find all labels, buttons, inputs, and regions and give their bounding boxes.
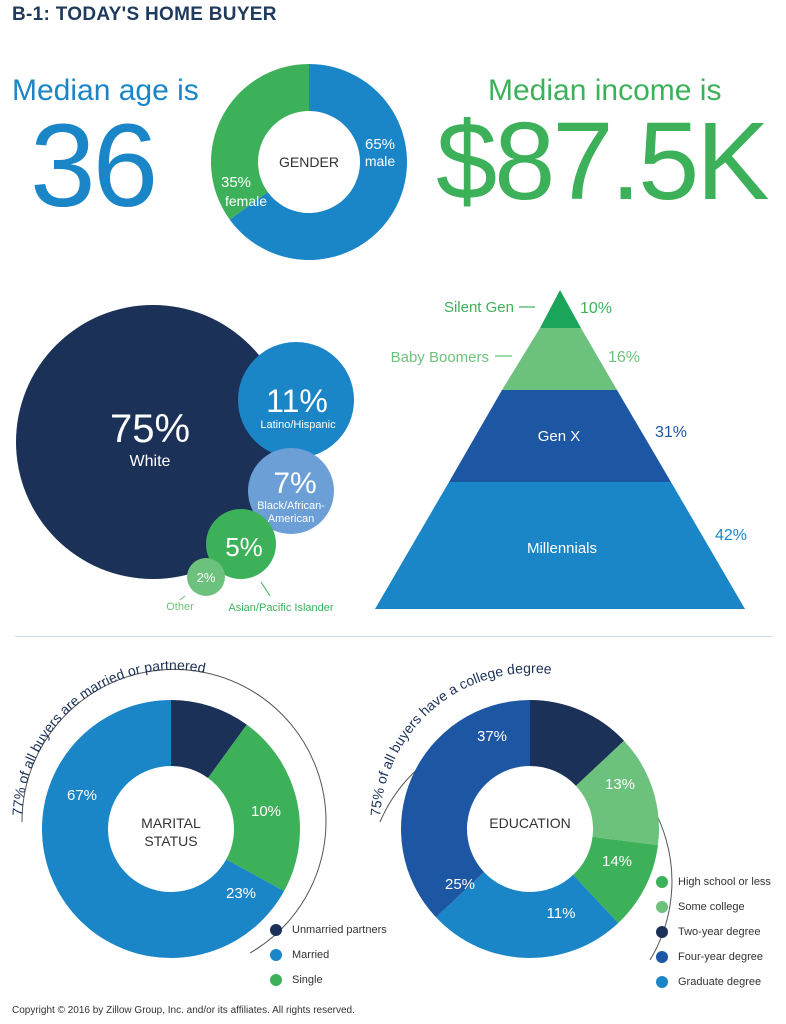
gender-male-pct: 65% (365, 136, 395, 153)
legend-dot (270, 974, 282, 986)
pyramid-baby-boomers (502, 328, 617, 390)
gender-female-pct: 35% (221, 174, 251, 191)
median-age-label: Median age is (12, 74, 199, 107)
other-leader-line (179, 595, 186, 601)
marital-unmarried-pct: 10% (251, 803, 281, 820)
copyright-text: Copyright © 2016 by Zillow Group, Inc. a… (12, 1005, 355, 1016)
gender-center-label: GENDER (279, 154, 339, 170)
median-income-label: Median income is (488, 74, 722, 107)
education-legend-high-school: High school or less (656, 876, 771, 888)
gender-slice-0 (229, 64, 407, 260)
section-divider (15, 636, 773, 637)
legend-label: High school or less (678, 876, 771, 888)
marital-donut-chart (41, 700, 301, 959)
legend-dot (656, 876, 668, 888)
education-legend-some-college: Some college (656, 901, 745, 913)
pyramid-gen-x-label: Gen X (538, 428, 581, 445)
gender-male-label: male (365, 153, 396, 169)
education-two-year-pct: 13% (605, 776, 635, 793)
bubble-white (16, 305, 290, 579)
legend-dot (656, 926, 668, 938)
marital-center-label-2: STATUS (144, 833, 197, 849)
bubble-black-label-1: Black/African- (257, 500, 325, 512)
pyramid-gen-x (449, 390, 671, 482)
education-slice-0 (530, 700, 625, 786)
education-legend-four-year: Four-year degree (656, 951, 763, 963)
asian-leader-line (260, 581, 271, 597)
education-slice-4 (401, 700, 530, 918)
marital-married-pct: 67% (67, 787, 97, 804)
legend-label: Graduate degree (678, 976, 762, 988)
gender-female-label: female (225, 193, 267, 209)
legend-label: Four-year degree (678, 951, 763, 963)
pyramid-gen-x-pct: 31% (655, 424, 687, 441)
marital-legend-unmarried: Unmarried partners (270, 924, 387, 936)
legend-label: Unmarried partners (292, 924, 387, 936)
pyramid-baby-boomers-pct: 16% (608, 349, 640, 366)
education-legend-graduate: Graduate degree (656, 976, 761, 988)
legend-dot (656, 976, 668, 988)
bubble-latino (238, 342, 354, 458)
bubble-asian (206, 509, 276, 579)
education-slice-1 (575, 740, 659, 846)
median-age-value: 36 (30, 100, 158, 232)
marital-legend-single: Single (270, 974, 323, 986)
education-donut-chart (401, 700, 659, 958)
bubble-latino-label: Latino/Hispanic (260, 419, 336, 431)
legend-dot (656, 901, 668, 913)
bubble-asian-label: Asian/Pacific Islander (228, 602, 333, 614)
pyramid-silent-gen-pct: 10% (580, 300, 612, 317)
bubble-asian-pct: 5% (225, 532, 263, 562)
pyramid-baby-boomers-label: Baby Boomers (391, 349, 489, 366)
median-income-value: $87.5K (436, 100, 770, 223)
page-title: B-1: TODAY'S HOME BUYER (12, 4, 277, 25)
education-slice-2 (573, 836, 658, 924)
marital-bracket-arc (21, 668, 327, 954)
legend-dot (656, 951, 668, 963)
legend-label: Single (292, 974, 323, 986)
bubble-black (248, 448, 334, 534)
marital-slice-2 (41, 700, 285, 959)
marital-legend-married: Married (270, 949, 329, 961)
bubble-white-label: White (130, 453, 171, 470)
bubble-white-pct: 75% (110, 407, 190, 451)
legend-dot (270, 949, 282, 961)
legend-label: Some college (678, 901, 745, 913)
bubble-other-label: Other (166, 601, 194, 613)
bubble-latino-pct: 11% (266, 383, 328, 419)
marital-center-label-1: MARITAL (141, 815, 201, 831)
education-slice-3 (435, 872, 619, 958)
education-center-label: EDUCATION (489, 815, 570, 831)
pyramid-millennials (375, 482, 745, 609)
bubble-other (187, 558, 225, 596)
bubble-black-pct: 7% (273, 467, 316, 500)
pyramid-millennials-pct: 42% (715, 527, 747, 544)
pyramid-millennials-label: Millennials (527, 540, 597, 557)
education-high-school-pct: 11% (547, 905, 576, 922)
legend-label: Two-year degree (678, 926, 761, 938)
education-four-year-pct: 37% (477, 728, 507, 745)
marital-slice-1 (208, 724, 301, 892)
bubble-black-label-2: American (268, 513, 314, 525)
legend-label: Married (292, 949, 330, 961)
pyramid-silent-gen (540, 290, 581, 328)
gender-donut-chart (211, 63, 407, 260)
legend-dot (270, 924, 282, 936)
education-some-college-pct: 14% (602, 853, 632, 870)
gender-slice-1 (211, 63, 309, 220)
education-graduate-pct: 25% (445, 876, 475, 893)
education-legend-two-year: Two-year degree (656, 926, 761, 938)
pyramid-silent-gen-label: Silent Gen (444, 299, 514, 316)
bubble-other-pct: 2% (197, 570, 216, 585)
marital-slice-0 (171, 700, 247, 779)
marital-single-pct: 23% (226, 885, 256, 902)
